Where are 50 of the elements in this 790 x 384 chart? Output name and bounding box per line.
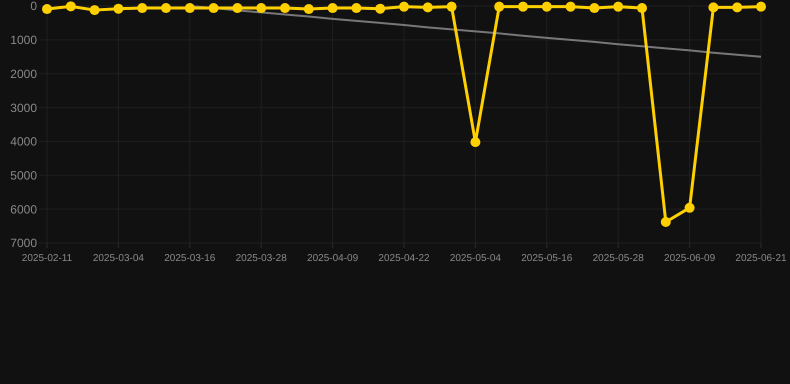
point <box>684 202 695 213</box>
point <box>232 3 242 14</box>
point <box>446 2 457 12</box>
x-tick-label: 2025-05-28 <box>592 253 644 264</box>
point <box>328 3 338 14</box>
x-tick-label: 2025-03-28 <box>236 253 288 264</box>
y-tick-label: 3000 <box>10 100 38 115</box>
point <box>470 137 480 148</box>
point <box>66 1 76 12</box>
point <box>566 2 576 12</box>
point <box>184 3 195 14</box>
x-tick-label: 2025-04-09 <box>307 253 359 264</box>
point <box>161 3 171 14</box>
y-tick-label: 0 <box>30 0 38 14</box>
point <box>351 3 362 14</box>
point <box>494 2 504 12</box>
y-tick-label: 2000 <box>10 66 38 81</box>
y-tick-label: 1000 <box>10 33 38 48</box>
point <box>542 2 552 12</box>
x-tick-label: 2025-05-16 <box>521 253 573 264</box>
point <box>90 5 100 16</box>
point <box>42 4 52 14</box>
point <box>732 2 742 12</box>
point <box>399 2 409 12</box>
point <box>589 3 600 14</box>
point <box>375 4 386 14</box>
x-tick-label: 2025-03-04 <box>92 253 144 264</box>
point <box>422 2 433 12</box>
point <box>208 3 219 14</box>
point <box>708 2 718 12</box>
point <box>613 2 624 12</box>
point <box>660 217 671 228</box>
point <box>113 4 124 14</box>
y-tick-label: 7000 <box>10 236 38 250</box>
point <box>637 3 647 14</box>
y-tick-label: 6000 <box>10 202 38 216</box>
point <box>756 2 766 12</box>
y-tick-label: 4000 <box>10 134 38 149</box>
x-tick-label: 2025-03-16 <box>164 253 216 264</box>
x-tick-label: 2025-02-11 <box>22 253 73 264</box>
x-tick-label: 2025-05-04 <box>450 253 502 264</box>
x-tick-label: 2025-06-21 <box>735 253 788 264</box>
point <box>518 2 528 12</box>
x-tick-label: 2025-06-09 <box>664 253 716 264</box>
point <box>137 3 148 14</box>
y-tick-label: 5000 <box>10 168 38 182</box>
point <box>280 3 290 14</box>
point <box>256 3 266 14</box>
x-tick-label: 2025-04-22 <box>378 253 430 264</box>
point <box>304 4 314 14</box>
